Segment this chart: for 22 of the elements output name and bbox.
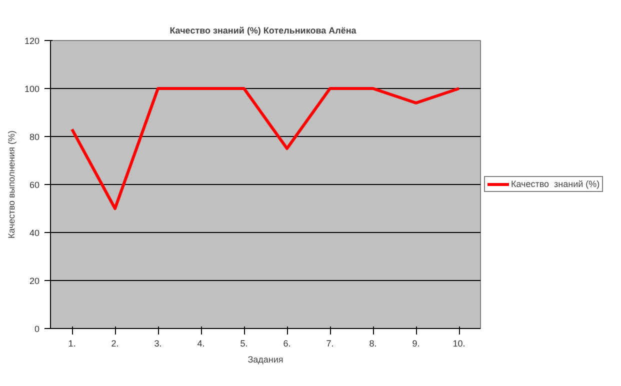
y-axis-title: Качество выполнения (%) [6, 130, 16, 239]
y-tick-label: 20 [29, 276, 40, 286]
x-tick-label: 9. [412, 338, 420, 348]
y-tick-label: 120 [24, 36, 40, 46]
chart-title: Качество знаний (%) Котельникова Алёна [170, 26, 358, 36]
legend-label: Качество знаний (%) [511, 179, 600, 189]
x-tick-label: 6. [283, 338, 291, 348]
x-tick-label: 8. [369, 338, 377, 348]
x-tick-label: 7. [326, 338, 334, 348]
line-series [70, 87, 460, 210]
x-tick-label: 10. [452, 338, 466, 348]
y-tick-label: 40 [29, 228, 40, 238]
x-tick-label: 5. [240, 338, 248, 348]
y-tick-label: 0 [34, 324, 40, 334]
y-tick-label: 60 [29, 180, 40, 190]
x-tick-label: 2. [111, 338, 119, 348]
x-axis-title: Задания [248, 354, 284, 364]
x-tick-label: 4. [197, 338, 205, 348]
y-tick-label: 80 [29, 132, 40, 142]
x-tick-label: 1. [68, 338, 76, 348]
y-tick-label: 100 [24, 84, 40, 94]
x-tick-label: 3. [154, 338, 162, 348]
